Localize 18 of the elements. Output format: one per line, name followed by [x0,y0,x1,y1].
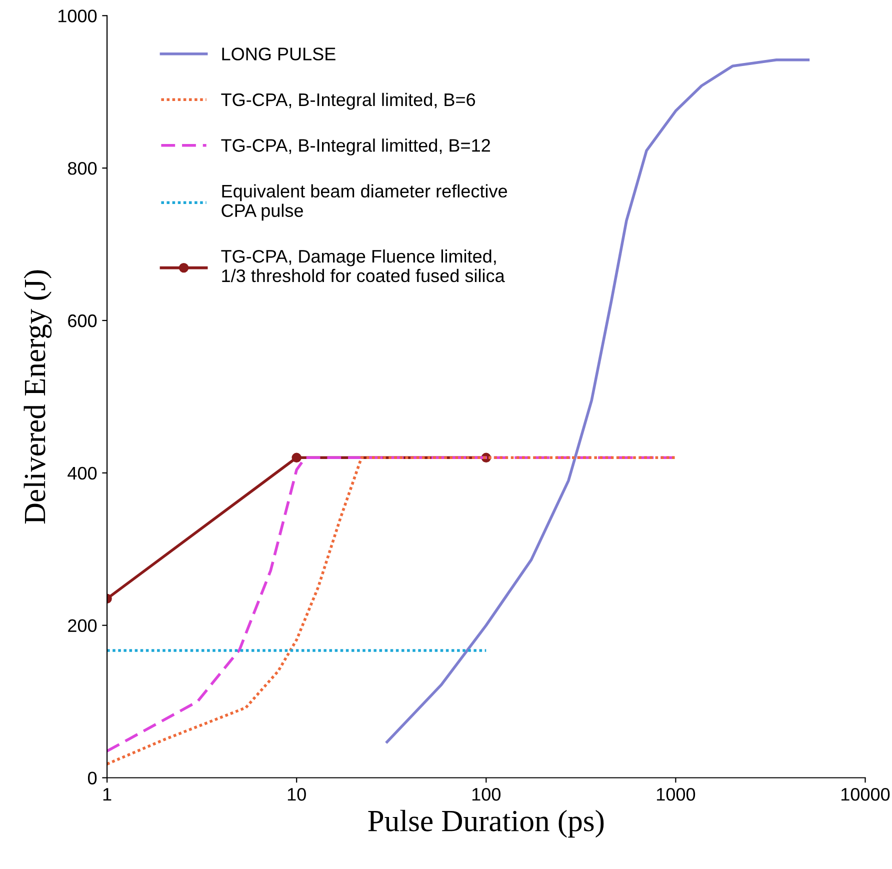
x-tick-label: 1000 [656,788,696,801]
legend-label: LONG PULSE [222,48,336,60]
y-tick-label: 0 [88,772,97,784]
y-tick-label: 800 [68,162,97,175]
legend-label: Equivalent beam diameter reflective CPA pulse [222,184,508,221]
y-tick-label: 200 [68,619,97,632]
legend-label: TG-CPA, Damage Fluence limited, 1/3 threshold for coated fused silica [221,249,505,282]
x-tick-label: 10 [288,788,306,801]
legend-label: TG-CPA, B-Integral limitted, B=12 [221,138,490,156]
x-tick-label: 100 [472,788,500,801]
x-tick-label: 1 [103,788,112,801]
y-tick-label: 400 [68,466,97,480]
y-tick-label: 1000 [58,10,97,22]
x-axis-title: Pulse Duration (ps) [368,810,604,838]
y-tick-label: 600 [68,314,97,328]
y-axis-title: Delivered Energy (J) [24,270,52,524]
legend-label: TG-CPA, B-Integral limited, B=6 [221,92,476,110]
x-tick-label: 10000 [842,788,890,801]
